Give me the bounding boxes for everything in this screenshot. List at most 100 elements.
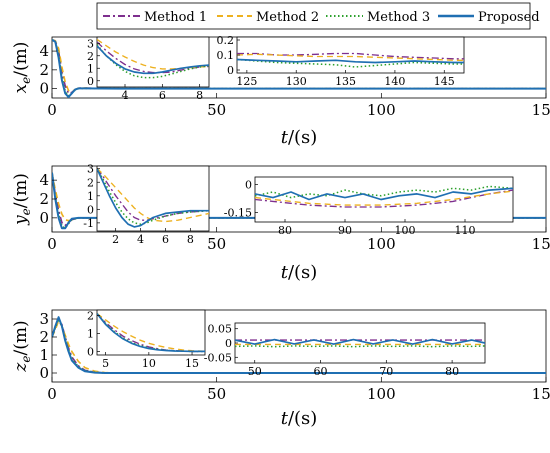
xlabel-unit: /(s) [288,408,317,429]
panel-y: 0501001500242468-101238090100110-0.150t/… [11,163,550,283]
panel-y-main-xtick-label: 50 [207,235,226,253]
panel-x-inset-2-xtick-label: 140 [384,75,405,88]
legend-label-proposed: Proposed [478,10,540,25]
panel-x-inset-2-line-method-1 [237,52,464,60]
panel-y-inset-1-xtick-label: 4 [137,233,144,246]
panel-x-inset-2-xtick-label: 125 [236,75,257,88]
panel-z-inset-1-series [97,313,205,353]
panel-y-inset-2-ytick-label: -0.15 [224,207,252,220]
panel-y-inset-1-ytick-label: 0 [87,203,94,216]
panel-y-inset-1-xtick-label: 8 [187,233,194,246]
panel-z-inset-1-line-proposed [97,313,205,353]
ylabel-unit: /(m) [11,173,31,208]
panel-z-inset-2-xtick-label: 70 [379,365,393,378]
panel-y-inset-1-xtick-label: 2 [112,233,119,246]
panel-x-inset-2-ytick-label: 0.2 [217,34,235,47]
panel-y-xlabel: t/(s) [281,262,318,283]
panel-x-inset-2-line-proposed [237,58,464,64]
ylabel-unit: /(m) [11,42,31,77]
panel-x-ylabel: xe/(m) [11,42,33,94]
panel-z-main-ytick-label: 0 [39,364,49,382]
panel-x-main-xtick-label: 50 [207,101,226,119]
legend-label-method3: Method 3 [367,10,430,25]
legend-label-method2: Method 2 [256,10,319,25]
panel-z-main-line-proposed [52,316,546,374]
panel-y-inset-2-line-method-2 [255,190,513,206]
panel-x-inset-2-ytick-label: 0.1 [217,49,235,62]
panel-x-inset-2-xtick-label: 130 [286,75,307,88]
panel-x-inset-2-ytick-label: 0 [227,64,234,77]
xlabel-var: t [281,127,289,148]
panel-z-inset-1-ytick-label: 0 [87,345,94,358]
panel-x-inset-2-xtick-label: 145 [434,75,455,88]
legend-label-method1: Method 1 [144,10,207,25]
panel-y-inset-1-ytick-label: 3 [87,163,94,176]
ylabel-sub: e [19,208,33,215]
panel-x-inset-1-frame [96,36,210,88]
ylabel-unit: /(m) [11,320,31,355]
panel-z-inset-1-ytick-label: 1 [87,327,94,340]
panel-x-inset-1-xtick-label: 8 [196,89,203,102]
panel-z-inset-1-xtick-label: 15 [185,357,199,370]
panel-z-ylabel: ze/(m) [11,320,33,372]
panel-x-inset-1-line-proposed [97,45,209,75]
panel-y-inset-2-xtick-label: 110 [455,224,476,237]
panel-z-main-xtick-label: 0 [47,385,57,403]
panel-x-inset-1-ytick-label: 1 [87,62,94,75]
panel-z-main-xtick-label: 150 [532,385,550,403]
panel-z-inset-1-xtick-label: 10 [142,357,156,370]
panel-z-main-series [52,316,546,374]
ylabel-var: z [11,362,31,373]
panel-x: 050100150024468012312513013514014500.10.… [11,34,550,148]
panel-y-inset-2-line-method-1 [255,189,513,208]
panels: 050100150024468012312513013514014500.10.… [11,34,550,429]
panel-y-inset-2: 80 90 100 110 -0.15 0 [224,176,514,237]
panel-x-main-line-proposed [52,38,546,98]
panel-y-inset-2-line-proposed [255,187,513,201]
panel-y-inset-1-series [97,168,209,228]
panel-z-inset-1: 5 10 15 0 1 2 [87,309,206,370]
panel-x-xlabel: t/(s) [281,127,318,148]
panel-y-main-line-method-1 [52,172,546,227]
panel-x-main-ytick-label: 0 [39,80,49,98]
panel-z-inset-2-ytick-label: -0.05 [204,351,232,364]
panel-y-main-ytick-label: 4 [39,171,49,189]
panel-y-inset-2-line-method-3 [255,185,513,199]
xlabel-var: t [281,262,289,283]
panel-y-inset-1-line-method-1 [97,168,209,221]
panel-z-inset-2-xtick-label: 80 [445,365,459,378]
panel-x-inset-2-frame [236,36,465,74]
panel-x-inset-1-ytick-label: 3 [87,37,94,50]
panel-y-inset-1-xtick-label: 6 [162,233,169,246]
panel-x-inset-1-series [97,38,209,79]
xlabel-unit: /(s) [288,127,317,148]
panel-x-main-ytick-label: 4 [39,42,49,60]
panel-z-main-xtick-label: 100 [367,385,396,403]
panel-z-xlabel: t/(s) [281,408,318,429]
panel-z-inset-2-ytick-label: 0.05 [208,323,233,336]
panel-y-inset-2-xtick-label: 100 [395,224,416,237]
legend: Method 1 Method 2 Method 3 Proposed [96,2,540,30]
panel-y-inset-1-line-proposed [97,168,209,228]
panel-y-inset-2-series [255,185,513,208]
panel-y-main-ytick-label: 0 [39,209,49,227]
panel-z-inset-2-xtick-label: 60 [314,365,328,378]
ylabel-var: x [11,83,31,93]
panel-z-inset-2-series [235,338,485,348]
panel-z-inset-2-line-method-3 [235,345,485,348]
panel-x-inset-1-xtick-label: 6 [159,89,166,102]
panel-x-inset-1-line-method-3 [97,44,209,79]
panel-z-inset-2-xtick-label: 50 [248,365,262,378]
panel-y-inset-2-ytick-label: 0 [245,179,252,192]
panel-z-main-ytick-label: 1 [39,346,49,364]
panel-y-inset-2-xtick-label: 80 [278,224,292,237]
panel-z-inset-1-ytick-label: 2 [87,309,94,322]
panel-x-main-ytick-label: 2 [39,61,49,79]
panel-z-main-ytick-label: 3 [39,310,49,328]
panel-y-inset-1-line-method-3 [97,168,209,225]
panel-y-ylabel: ye/(m) [11,173,33,226]
